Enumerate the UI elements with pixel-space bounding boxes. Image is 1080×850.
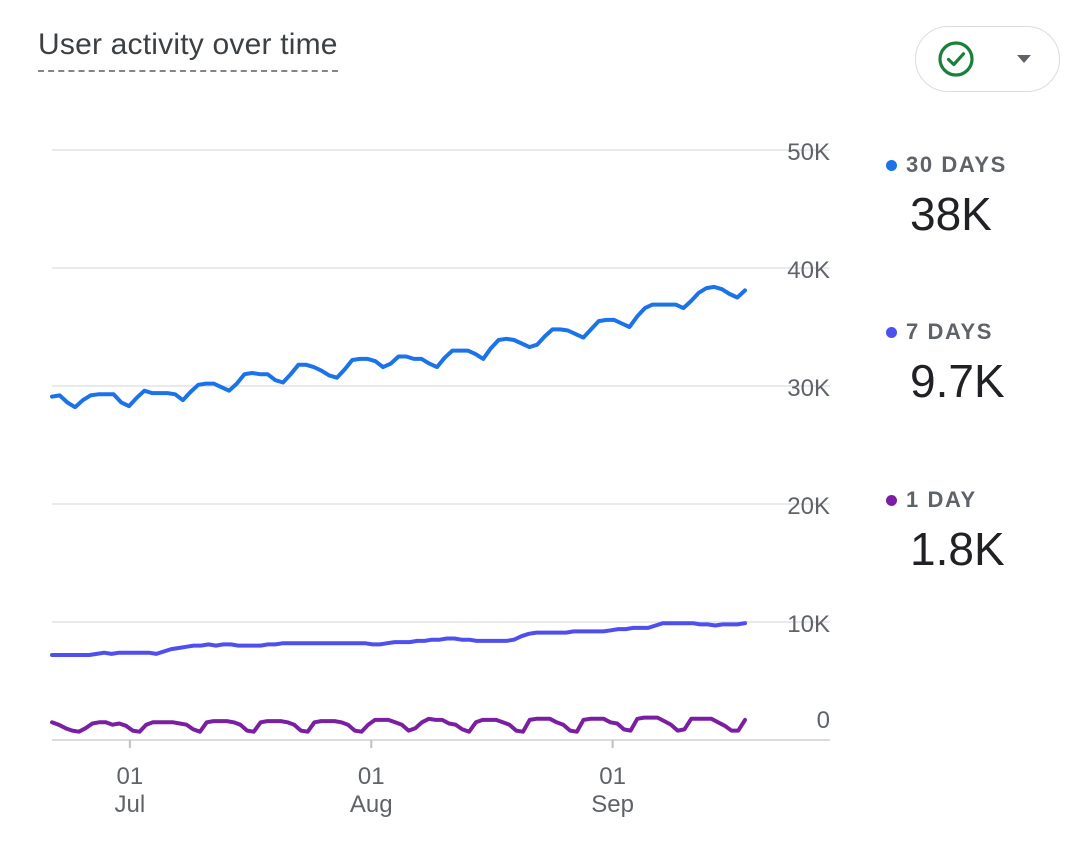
legend-item-7-days[interactable]: 7 DAYS 9.7K bbox=[886, 317, 1005, 409]
legend-value-7-days: 9.7K bbox=[910, 355, 1005, 407]
y-tick-label-30K: 30K bbox=[787, 375, 830, 402]
legend-dot-1-day bbox=[886, 494, 897, 506]
legend-value-1-day: 1.8K bbox=[910, 523, 1005, 575]
x-tick-day-aug: 01 bbox=[358, 763, 385, 790]
series-line-1-day bbox=[50, 715, 747, 734]
check-circle-icon bbox=[938, 41, 974, 77]
legend-label-30-days: 30 DAYS bbox=[906, 152, 1007, 177]
y-tick-label-10K: 10K bbox=[787, 611, 830, 638]
card-title[interactable]: User activity over time bbox=[38, 26, 338, 72]
y-axis-ticks: 0 10K 20K 30K 40K 50K bbox=[787, 139, 830, 734]
status-dropdown-button[interactable] bbox=[915, 26, 1060, 92]
x-tick-month-aug: Aug bbox=[350, 791, 393, 818]
x-tick-month-jul: Jul bbox=[115, 791, 146, 818]
series-lines bbox=[50, 284, 747, 734]
y-tick-label-20K: 20K bbox=[787, 493, 830, 520]
y-tick-label-50K: 50K bbox=[787, 139, 830, 166]
y-tick-label-40K: 40K bbox=[787, 257, 830, 284]
legend-item-30-days[interactable]: 30 DAYS 38K bbox=[886, 150, 1007, 242]
series-line-7-days bbox=[50, 621, 747, 657]
y-tick-label-0: 0 bbox=[817, 707, 830, 734]
x-tick-month-sep: Sep bbox=[591, 791, 634, 818]
legend-label-7-days: 7 DAYS bbox=[906, 319, 994, 344]
caret-down-icon bbox=[1017, 55, 1031, 63]
legend-label-1-day: 1 DAY bbox=[906, 487, 977, 512]
legend-dot-30-days bbox=[886, 159, 897, 171]
x-tick-day-jul: 01 bbox=[117, 763, 144, 790]
legend-item-1-day[interactable]: 1 DAY 1.8K bbox=[886, 485, 1005, 577]
x-tick-day-sep: 01 bbox=[599, 763, 626, 790]
legend-dot-7-days bbox=[886, 326, 897, 338]
gridlines bbox=[52, 149, 830, 741]
legend-value-30-days: 38K bbox=[910, 188, 992, 240]
series-line-30-days bbox=[50, 284, 747, 410]
